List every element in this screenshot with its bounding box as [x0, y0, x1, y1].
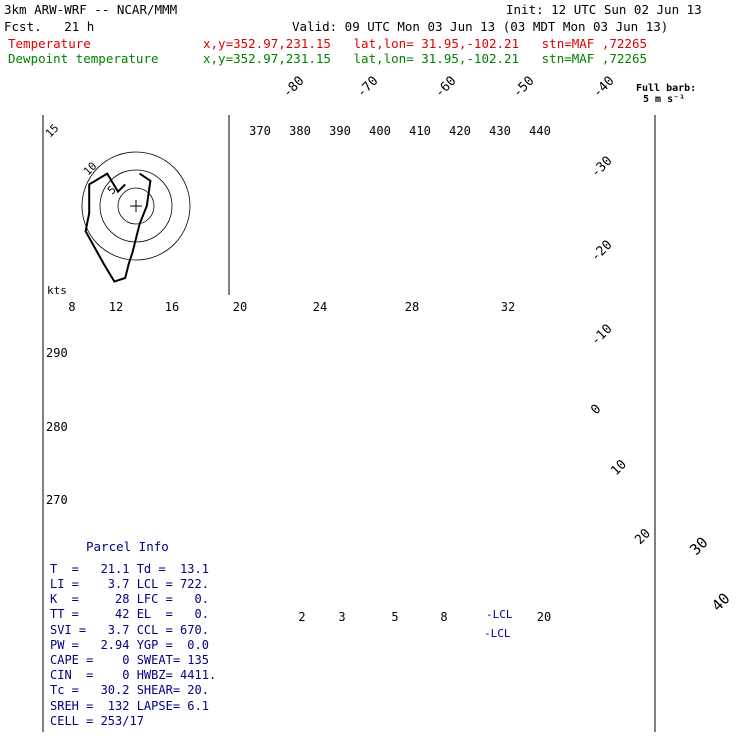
legend-dewpoint-label: Dewpoint temperature [8, 51, 159, 66]
isotherm-label: 0 [588, 402, 604, 418]
isotherm-label: -80 [280, 74, 307, 101]
lcl-label: -LCL [486, 608, 513, 621]
parcel-row-cin: CIN = 0 HWBZ= 4411. [50, 668, 217, 682]
hodograph-trace [84, 172, 152, 283]
parcel-row-k: K = 28 LFC = 0. [50, 592, 209, 606]
parcel-info-title: Parcel Info [86, 539, 169, 554]
legend-temperature-coords: x,y=352.97,231.15 lat,lon= 31.95,-102.21… [203, 36, 648, 51]
isotherm-label: 10 [608, 457, 630, 479]
mixing-ratio-label: 3 [338, 610, 345, 624]
init-time: Init: 12 UTC Sun 02 Jun 13 [506, 2, 702, 17]
parcel-row-svi: SVI = 3.7 CCL = 670. [50, 623, 209, 637]
isotherm-label: -30 [588, 154, 615, 181]
parcel-row-cell: CELL = 253/17 [50, 714, 144, 728]
theta-e-label: 430 [489, 124, 511, 138]
barb-key-title: Full barb: [636, 83, 697, 94]
parcel-row-tc: Tc = 30.2 SHEAR= 20. [50, 683, 209, 697]
parcel-row-pw: PW = 2.94 YGP = 0.0 [50, 638, 209, 652]
hodograph-ring-label: 15 [43, 122, 62, 141]
mixing-ratio-label: 5 [391, 610, 398, 624]
theta-e-label: 440 [529, 124, 551, 138]
theta-e-label: 410 [409, 124, 431, 138]
parcel-row-cape: CAPE = 0 SWEAT= 135 [50, 653, 209, 667]
theta-e-label: 420 [449, 124, 471, 138]
valid-time: Valid: 09 UTC Mon 03 Jun 13 (03 MDT Mon … [292, 19, 669, 34]
isotherm-label: 20 [632, 526, 654, 548]
lcl-label: -LCL [484, 627, 511, 640]
theta-e-label: 400 [369, 124, 391, 138]
theta-e-label: 390 [329, 124, 351, 138]
isotherm-label: -50 [510, 74, 537, 101]
speed-label: 32 [501, 300, 515, 314]
isotherm-label: 30 [686, 533, 712, 559]
hodograph-ring-label: 10 [81, 160, 100, 179]
parcel-row-li: LI = 3.7 LCL = 722. [50, 577, 209, 591]
dry-adiabat-label: 270 [46, 493, 68, 507]
barb-key-unit: 5 m s⁻¹ [643, 94, 686, 105]
mixing-ratio-label: 2 [298, 610, 305, 624]
mixing-ratio-label: 8 [440, 610, 447, 624]
mixing-ratio-label: 20 [537, 610, 551, 624]
parcel-info-panel: Parcel Info T = 21.1 Td = 13.1 LI = 3.7 … [44, 535, 234, 728]
speed-unit-label: kts [47, 284, 67, 297]
theta-e-label: 370 [249, 124, 271, 138]
speed-label: 12 [109, 300, 123, 314]
speed-label: 28 [405, 300, 419, 314]
speed-label: 20 [233, 300, 247, 314]
isotherm-label: -60 [432, 74, 459, 101]
dry-adiabat-label: 280 [46, 420, 68, 434]
theta-e-label: 380 [289, 124, 311, 138]
isotherm-label: -40 [590, 74, 617, 101]
isotherm-label: -70 [354, 74, 381, 101]
speed-label: 24 [313, 300, 327, 314]
parcel-row-t: T = 21.1 Td = 13.1 [50, 562, 209, 576]
isotherm-label: -20 [588, 238, 615, 265]
legend-dewpoint-coords: x,y=352.97,231.15 lat,lon= 31.95,-102.21… [203, 51, 648, 66]
hodograph-ring [117, 187, 155, 225]
model-title: 3km ARW-WRF -- NCAR/MMM [4, 2, 178, 17]
dry-adiabat-label: 290 [46, 346, 68, 360]
hodograph-ring [81, 151, 191, 261]
isotherm-label: 40 [708, 589, 734, 615]
isotherm-label: -10 [588, 322, 615, 349]
speed-label: 8 [68, 300, 75, 314]
speed-label: 16 [165, 300, 179, 314]
isobar-lines [42, 115, 656, 732]
parcel-row-tt: TT = 42 EL = 0. [50, 607, 209, 621]
forecast-hour: Fcst. 21 h [4, 19, 95, 34]
parcel-row-sreh: SREH = 132 LAPSE= 6.1 [50, 699, 209, 713]
legend-temperature-label: Temperature [8, 36, 91, 51]
